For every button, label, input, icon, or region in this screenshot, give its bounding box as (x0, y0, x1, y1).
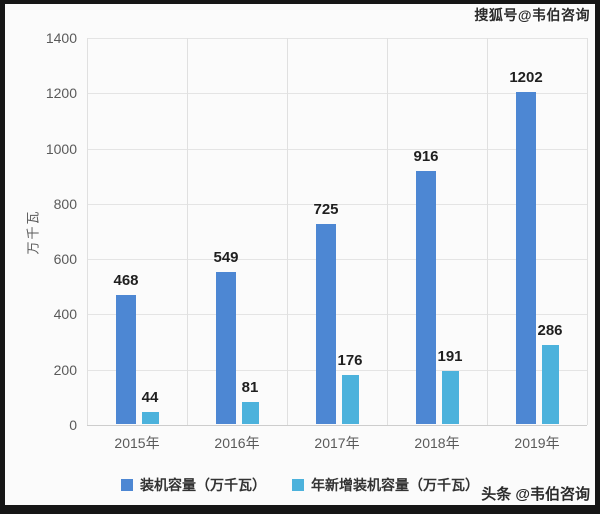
bar-value-label: 176 (337, 352, 363, 369)
y-axis-tick-label: 800 (53, 196, 77, 212)
gridline-horizontal (87, 425, 587, 426)
gridline-horizontal (87, 370, 587, 371)
gridline-vertical (487, 38, 488, 425)
y-axis-title: 万千瓦 (25, 209, 41, 255)
x-axis-tick-label: 2016年 (214, 435, 260, 451)
watermark-toutiao: 头条 @韦伯咨询 (481, 486, 590, 503)
gridline-vertical (187, 38, 188, 425)
x-axis-tick-label: 2015年 (114, 435, 160, 451)
bar-installed-capacity (116, 295, 136, 424)
bar-chart: 万千瓦 0 200 400 600 800 1000 1200 1400 468 44 2015年 5… (5, 4, 595, 505)
bar-new-capacity (242, 402, 259, 424)
gridline-horizontal (87, 204, 587, 205)
bar-value-label: 1202 (509, 69, 543, 86)
y-axis-tick-label: 400 (53, 306, 77, 322)
bar-value-label: 44 (141, 389, 159, 406)
legend-item: 装机容量（万千瓦） (121, 475, 266, 495)
gridline-horizontal (87, 149, 587, 150)
gridline-horizontal (87, 259, 587, 260)
gridline-vertical (387, 38, 388, 425)
x-axis-tick-label: 2017年 (314, 435, 360, 451)
gridline-horizontal (87, 93, 587, 94)
bar-installed-capacity (216, 272, 236, 424)
gridline-vertical (87, 38, 88, 425)
legend-swatch-icon (121, 479, 133, 491)
bar-installed-capacity (316, 224, 336, 424)
gridline-vertical (587, 38, 588, 425)
legend-item: 年新增装机容量（万千瓦） (292, 475, 479, 495)
bar-new-capacity (142, 412, 159, 424)
y-axis-tick-label: 0 (69, 417, 77, 433)
bar-installed-capacity (516, 92, 536, 424)
gridline-horizontal (87, 314, 587, 315)
watermark-sohu: 搜狐号@韦伯咨询 (474, 7, 590, 23)
gridline-vertical (287, 38, 288, 425)
bar-new-capacity (542, 345, 559, 424)
y-axis-tick-label: 1000 (45, 141, 77, 157)
bar-value-label: 81 (241, 379, 259, 396)
x-axis-tick-label: 2018年 (414, 435, 460, 451)
y-axis-tick-label: 1200 (45, 85, 77, 101)
gridline-horizontal (87, 38, 587, 39)
bar-value-label: 191 (437, 348, 463, 365)
y-axis-tick-label: 600 (53, 251, 77, 267)
legend-swatch-icon (292, 479, 304, 491)
bar-value-label: 468 (113, 272, 139, 289)
bar-value-label: 916 (413, 148, 439, 165)
y-axis-tick-label: 200 (53, 362, 77, 378)
bar-new-capacity (442, 371, 459, 424)
legend-label: 年新增装机容量（万千瓦） (311, 477, 479, 493)
y-axis-tick-label: 1400 (45, 30, 77, 46)
plot-area: 0 200 400 600 800 1000 1200 1400 468 44 2015年 549 81… (46, 30, 588, 451)
bar-value-label: 549 (213, 249, 239, 266)
bar-value-label: 725 (313, 201, 339, 218)
x-axis-tick-label: 2019年 (514, 435, 560, 451)
bar-installed-capacity (416, 171, 436, 424)
bar-value-label: 286 (537, 322, 563, 339)
bar-new-capacity (342, 375, 359, 424)
legend-label: 装机容量（万千瓦） (140, 477, 266, 493)
chart-legend: 装机容量（万千瓦） 年新增装机容量（万千瓦） (5, 475, 595, 495)
